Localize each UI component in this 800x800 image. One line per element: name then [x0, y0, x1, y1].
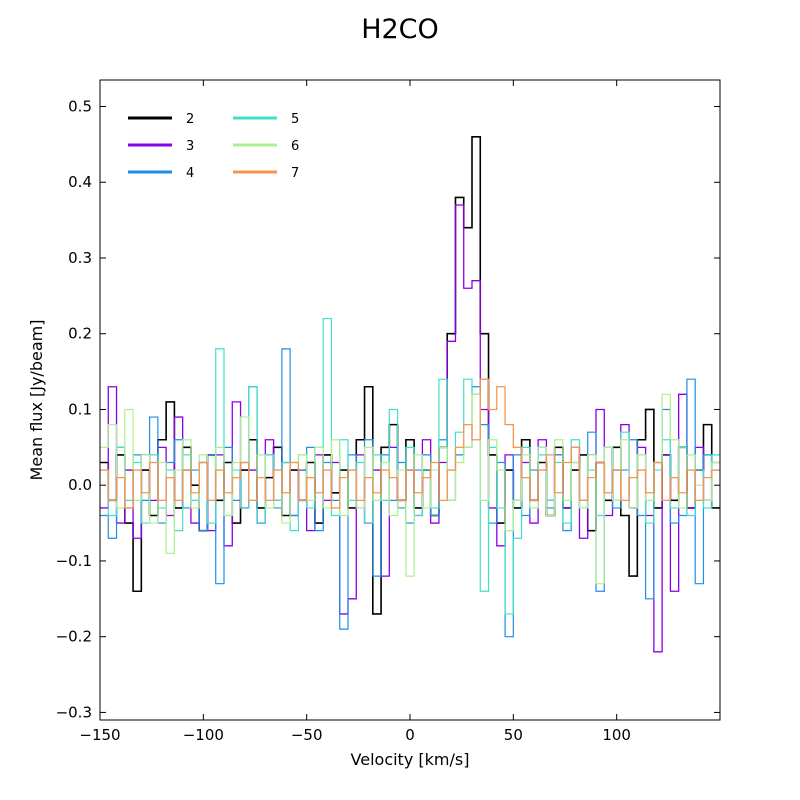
y-tick-label: −0.1: [56, 552, 92, 570]
legend-label-3: 3: [186, 139, 194, 154]
y-tick-label: 0.1: [68, 400, 92, 418]
legend-label-5: 5: [291, 112, 299, 127]
series-line-7: [100, 378, 720, 509]
legend-label-4: 4: [186, 166, 194, 181]
legend-label-7: 7: [291, 166, 299, 181]
x-tick-label: 0: [405, 726, 415, 744]
ticks-layer: −150 −100 −50 0 50 100 −0.3 −0.2 −0.1 0.0 0.1 0.2 0.…: [56, 80, 720, 744]
y-tick-label: 0.3: [68, 249, 92, 267]
y-axis-title: Mean flux [Jy/beam]: [27, 320, 46, 481]
y-tick-label: 0.0: [68, 476, 92, 494]
y-tick-label: 0.4: [68, 173, 92, 191]
y-tick-label: 0.2: [68, 325, 92, 343]
y-tick-label: −0.2: [56, 628, 92, 646]
x-tick-label: −150: [79, 726, 120, 744]
x-tick-label: −50: [291, 726, 323, 744]
x-axis-title: Velocity [km/s]: [351, 750, 470, 769]
series-line-4: [100, 348, 720, 638]
chart-title: H2CO: [361, 14, 439, 45]
legend-label-6: 6: [291, 139, 299, 154]
x-tick-label: −100: [183, 726, 224, 744]
series-line-6: [100, 393, 720, 585]
y-tick-label: 0.5: [68, 98, 92, 116]
legend: 2 3 4 5 6 7: [128, 112, 299, 181]
series-layer: [100, 136, 720, 653]
legend-label-2: 2: [186, 112, 194, 127]
x-tick-label: 100: [602, 726, 631, 744]
y-tick-label: −0.3: [56, 703, 92, 721]
x-tick-label: 50: [504, 726, 523, 744]
